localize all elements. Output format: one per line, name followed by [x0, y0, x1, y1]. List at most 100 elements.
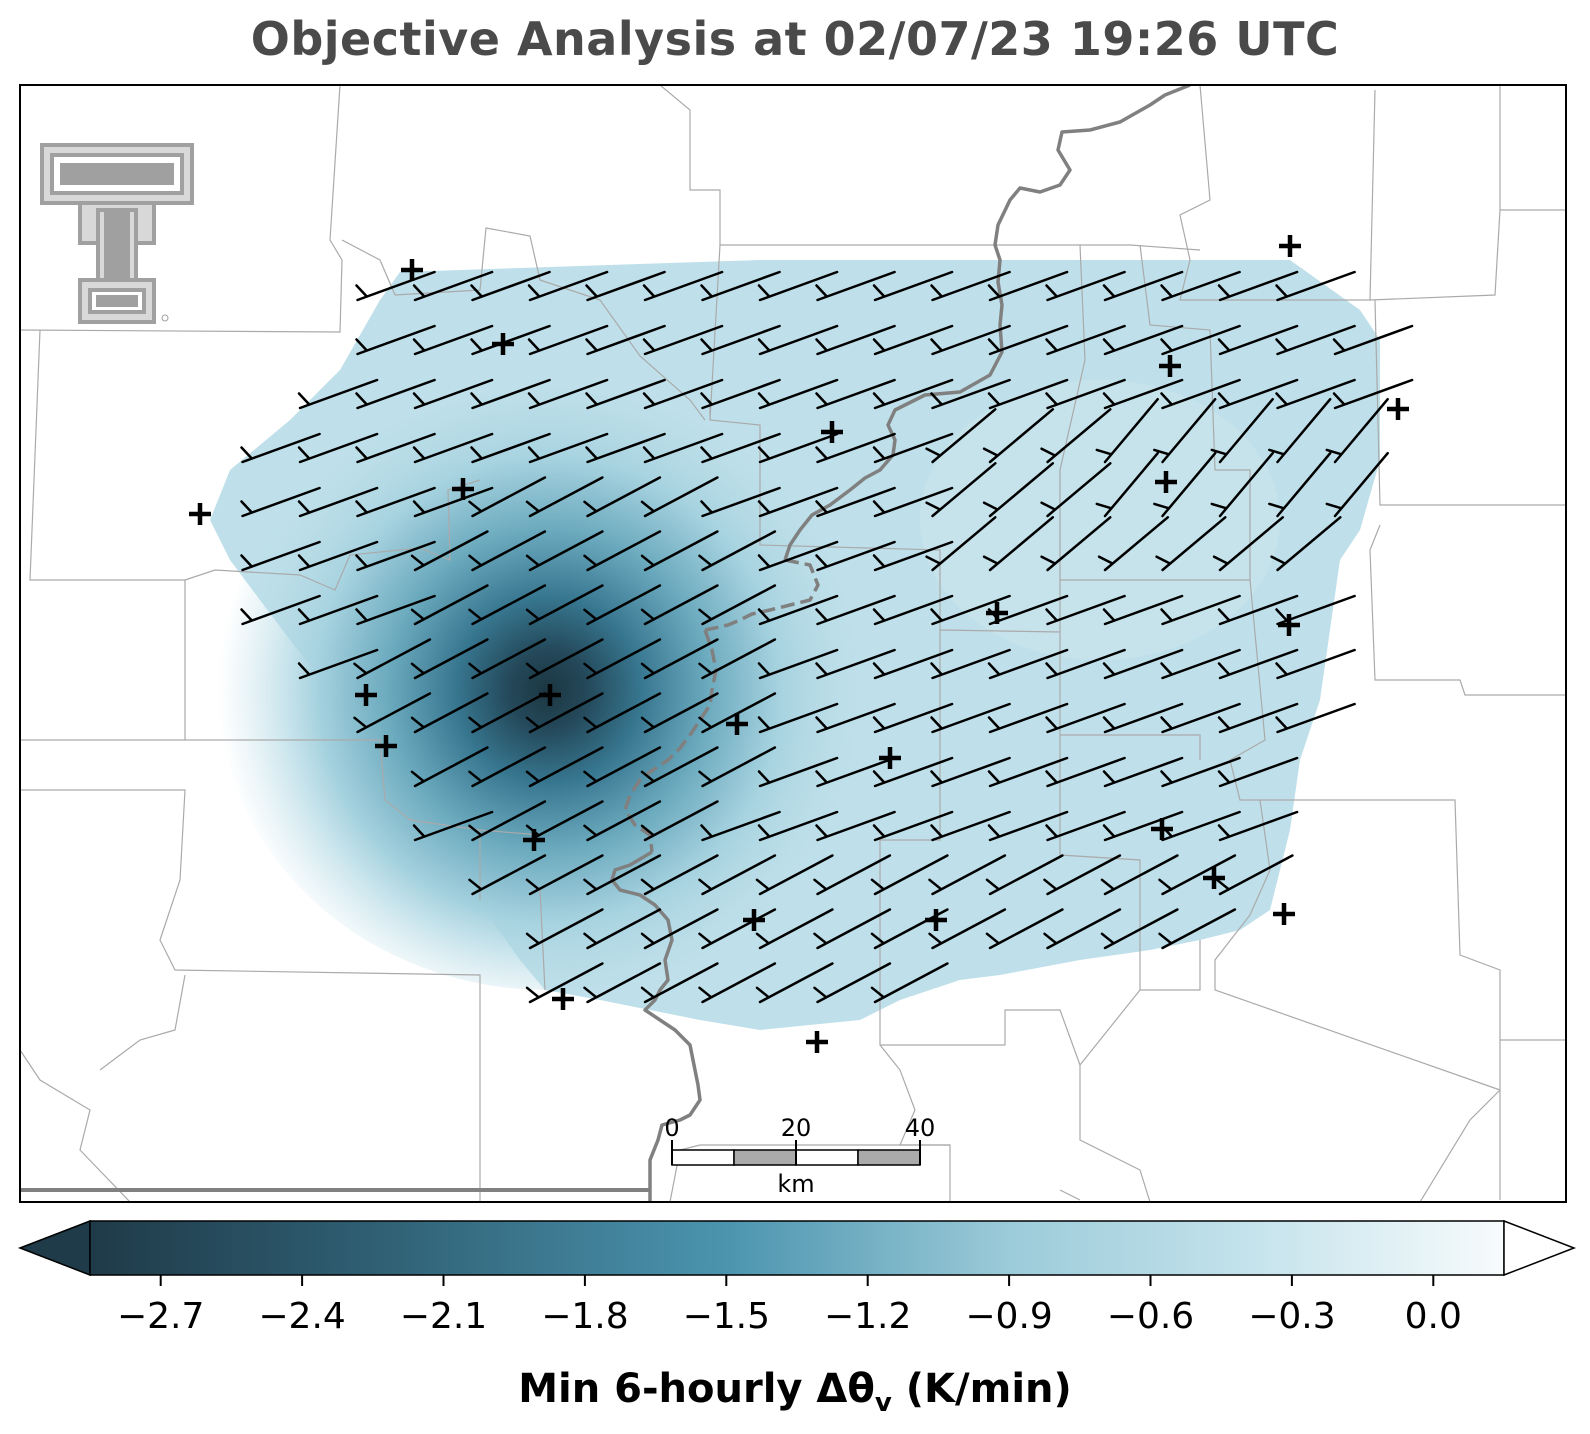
wind-barb [757, 702, 839, 734]
wind-barb [1160, 702, 1241, 734]
wind-barb [815, 270, 896, 302]
wind-barb [412, 432, 494, 464]
wind-barb [1102, 378, 1184, 410]
wind-barb [755, 854, 834, 896]
wind-barb [815, 594, 896, 626]
wind-barb [1275, 324, 1356, 356]
wind-barb [872, 594, 954, 626]
station-marker [1151, 818, 1173, 840]
wind-barb [813, 962, 892, 1004]
scale-segment [857, 1149, 921, 1166]
wind-barb [1153, 451, 1217, 518]
wind-barb [355, 432, 436, 464]
wind-barb [410, 584, 489, 626]
wind-barb [755, 962, 834, 1004]
station-marker [523, 829, 545, 851]
wind-barb [355, 486, 436, 518]
wind-barb [700, 432, 781, 464]
wind-barb [353, 692, 432, 734]
wind-barb [698, 692, 777, 734]
wind-barb [930, 324, 1011, 356]
wind-barb [928, 854, 1007, 896]
wind-barb [470, 270, 551, 302]
wind-barb [1275, 270, 1356, 302]
wind-barb [1210, 451, 1274, 518]
wind-barb [757, 756, 839, 788]
wind-barb [1040, 462, 1112, 518]
wind-barb [353, 638, 432, 680]
wind-barb [930, 648, 1011, 680]
wind-barb [355, 270, 436, 302]
wind-barb [468, 692, 547, 734]
wind-barb [815, 810, 896, 842]
wind-barb [410, 530, 489, 572]
wind-barb [1102, 594, 1184, 626]
wind-barb [982, 516, 1055, 572]
scale-segment [733, 1149, 797, 1166]
colorbar-tick-label: −0.6 [1107, 1296, 1194, 1337]
wind-barb [527, 378, 609, 410]
wind-barb [872, 810, 954, 842]
wind-barb [583, 530, 662, 572]
wind-barb [1102, 270, 1184, 302]
wind-barb [470, 378, 551, 410]
wind-barb [815, 756, 896, 788]
wind-barb [1160, 270, 1241, 302]
wind-barb [240, 540, 321, 572]
wind-barb [1045, 702, 1126, 734]
wind-barb [642, 324, 724, 356]
wind-barb [640, 692, 719, 734]
scale-label-40: 40 [905, 1114, 936, 1142]
wind-barb [297, 486, 379, 518]
wind-barb [1040, 408, 1112, 464]
wind-barb [640, 854, 719, 896]
wind-barb [1095, 397, 1159, 464]
wind-barb [1158, 854, 1237, 896]
colorbar-tick-label: 0.0 [1405, 1296, 1462, 1337]
wind-barb [930, 756, 1011, 788]
colorbar-tick-label: −0.3 [1248, 1296, 1335, 1337]
scale-unit: km [777, 1170, 814, 1198]
wind-barb [755, 908, 834, 950]
colorbar-tick-label: −2.1 [400, 1296, 487, 1337]
wind-barb [1270, 516, 1342, 572]
colorbar-tick-label: −1.5 [683, 1296, 770, 1337]
wind-barb [468, 584, 547, 626]
station-markers [189, 235, 1409, 1053]
wind-barb [1160, 378, 1241, 410]
wind-barb [813, 908, 892, 950]
colorbar-tick-label: −2.7 [117, 1296, 204, 1337]
scale-segment [671, 1149, 735, 1166]
wind-barb [700, 378, 781, 410]
wind-barb [640, 800, 719, 842]
station-marker [1387, 398, 1409, 420]
wind-barb [410, 746, 489, 788]
wind-barb [757, 432, 839, 464]
station-marker [492, 333, 514, 355]
wind-barb [985, 854, 1064, 896]
wind-barb [583, 908, 662, 950]
wind-barb [815, 324, 896, 356]
scale-label-20: 20 [781, 1114, 812, 1142]
wind-barbs [240, 270, 1414, 1004]
wind-barb [527, 270, 609, 302]
wind-barb [987, 378, 1069, 410]
wind-barb [240, 594, 321, 626]
wind-barb [700, 486, 781, 518]
wind-barb [583, 746, 662, 788]
station-marker [401, 259, 423, 281]
station-marker [821, 421, 843, 443]
wind-barb [297, 648, 379, 680]
wind-barb [1102, 648, 1184, 680]
wind-barb [700, 810, 781, 842]
wind-barb [1275, 648, 1356, 680]
scale-label-0: 0 [664, 1114, 679, 1142]
wind-barb [583, 854, 662, 896]
wind-barb [640, 476, 719, 518]
station-marker [806, 1031, 828, 1053]
wind-barb [525, 584, 604, 626]
station-marker [189, 503, 211, 525]
wind-barb [1217, 378, 1299, 410]
wind-barb [583, 476, 662, 518]
wind-barb [583, 692, 662, 734]
